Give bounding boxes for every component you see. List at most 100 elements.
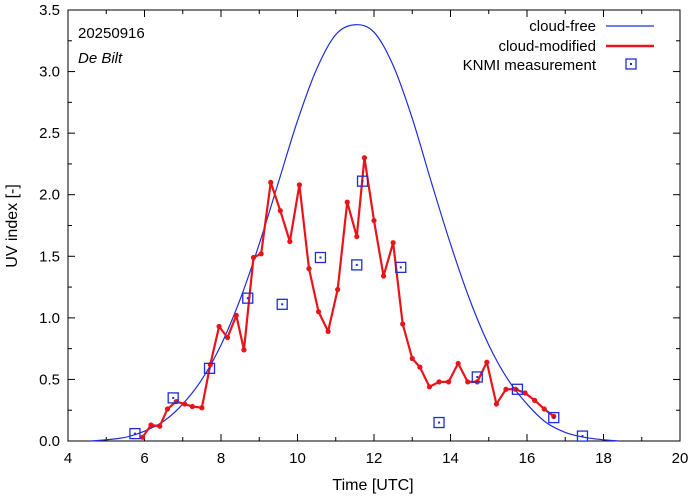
data-point-cloud-modified <box>157 423 163 429</box>
data-point-cloud-modified <box>436 379 442 385</box>
marker-square <box>167 392 179 404</box>
date-annotation: 20250916 <box>78 25 145 42</box>
x-axis-title: Time [UTC] <box>332 477 413 494</box>
x-tick-label: 16 <box>519 450 536 467</box>
data-point-cloud-modified <box>148 422 154 428</box>
data-point-cloud-modified <box>139 434 146 440</box>
marker-square <box>395 261 407 274</box>
y-tick-label: 1.0 <box>39 310 60 327</box>
data-point-cloud-modified <box>344 199 350 205</box>
marker-dot <box>355 263 358 266</box>
data-point-cloud-modified <box>541 406 547 412</box>
data-point-knmi-measurement <box>314 251 327 264</box>
x-tick-label: 6 <box>140 450 148 467</box>
marker-dot <box>361 180 364 183</box>
legend-label-cloud-free: cloud-free <box>529 18 596 35</box>
marker-square <box>548 411 560 424</box>
data-point-knmi-measurement <box>242 292 254 304</box>
y-tick-label: 2.5 <box>39 125 60 142</box>
y-tick-label: 0.5 <box>39 371 60 388</box>
marker-dot <box>581 435 584 438</box>
data-point-cloud-modified <box>409 355 415 362</box>
x-tick-label: 8 <box>217 450 225 467</box>
legend: cloud-free cloud-modified KNMI measureme… <box>463 18 654 74</box>
data-point-cloud-modified <box>199 405 205 411</box>
legend-label-knmi-measurement: KNMI measurement <box>463 57 597 74</box>
series-line-cloud-free <box>90 24 619 442</box>
marker-dot <box>552 416 555 419</box>
marker-dot <box>399 266 402 269</box>
data-point-cloud-modified <box>532 397 538 403</box>
data-point-cloud-modified <box>455 360 461 367</box>
data-point-knmi-measurement <box>576 430 589 442</box>
data-point-cloud-modified <box>296 182 303 188</box>
marker-square <box>356 175 369 187</box>
y-tick-label: 3.0 <box>39 64 60 81</box>
x-tick-label: 14 <box>442 450 459 467</box>
marker-dot <box>172 396 175 399</box>
data-point-cloud-modified <box>371 217 377 224</box>
marker-square <box>576 430 589 442</box>
data-point-cloud-modified <box>306 266 312 272</box>
y-axis-title: UV index [-] <box>4 184 21 268</box>
data-point-cloud-modified <box>522 390 528 396</box>
marker-dot <box>476 375 479 378</box>
legend-label-cloud-modified: cloud-modified <box>498 38 596 55</box>
data-point-cloud-modified <box>426 384 433 390</box>
marker-square <box>242 292 254 304</box>
marker-dot <box>208 367 211 370</box>
data-point-cloud-modified <box>503 386 509 392</box>
data-point-cloud-modified <box>277 208 283 214</box>
data-point-cloud-modified <box>390 240 396 246</box>
marker-square <box>351 259 363 271</box>
data-point-cloud-modified <box>512 386 519 392</box>
x-tick-label: 20 <box>672 450 689 467</box>
data-point-knmi-measurement <box>167 392 179 404</box>
y-tick-label: 0.0 <box>39 433 60 450</box>
x-tick-label: 12 <box>366 450 383 467</box>
marker-dot <box>438 421 441 424</box>
marker-square <box>433 416 445 429</box>
data-point-knmi-measurement <box>548 411 560 424</box>
data-point-cloud-modified <box>465 379 471 385</box>
data-point-cloud-modified <box>315 309 322 315</box>
data-point-knmi-measurement <box>356 175 369 187</box>
data-point-knmi-measurement <box>395 261 407 274</box>
data-point-cloud-modified <box>445 379 452 385</box>
data-point-cloud-modified <box>258 251 264 257</box>
data-point-knmi-measurement <box>129 427 141 440</box>
data-point-cloud-modified <box>493 401 499 407</box>
data-point-cloud-modified <box>484 359 490 365</box>
marker-square <box>276 298 288 310</box>
data-point-cloud-modified <box>233 312 239 318</box>
legend-swatch-knmi-measurement <box>625 58 637 70</box>
data-point-cloud-modified <box>400 321 406 327</box>
legend-swatch-knmi-dot <box>630 63 632 65</box>
marker-square <box>129 427 141 440</box>
data-point-knmi-measurement <box>203 362 216 374</box>
x-tick-label: 4 <box>64 450 72 467</box>
data-point-cloud-modified <box>551 413 557 419</box>
data-point-cloud-modified <box>268 179 274 185</box>
data-point-cloud-modified <box>335 286 341 293</box>
station-annotation: De Bilt <box>78 50 123 67</box>
data-point-cloud-modified <box>241 347 247 353</box>
marker-dot <box>516 388 519 391</box>
marker-square <box>511 383 524 395</box>
data-point-cloud-modified <box>417 364 423 370</box>
data-point-cloud-modified <box>354 233 360 240</box>
data-point-knmi-measurement <box>511 383 524 395</box>
data-point-cloud-modified <box>182 401 188 407</box>
data-point-cloud-modified <box>380 273 387 279</box>
data-point-cloud-modified <box>189 403 195 410</box>
data-point-knmi-measurement <box>471 371 483 383</box>
data-point-cloud-modified <box>361 155 368 161</box>
y-tick-label: 1.5 <box>39 248 60 265</box>
marker-dot <box>133 432 136 435</box>
x-tick-label: 18 <box>595 450 612 467</box>
marker-square <box>203 362 216 374</box>
marker-square <box>471 371 483 383</box>
data-point-cloud-modified <box>287 238 293 245</box>
data-point-cloud-modified <box>216 323 222 330</box>
